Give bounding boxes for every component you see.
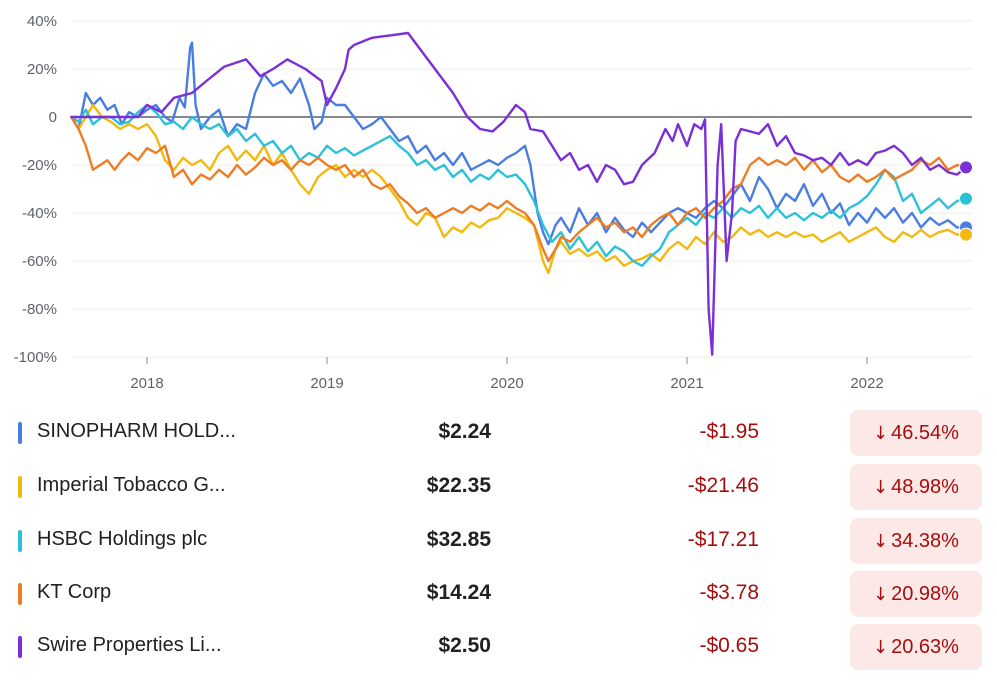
y-tick-label: 20% <box>27 61 57 78</box>
holding-percent-badge: ↓ 20.63% <box>850 624 982 670</box>
holding-name: SINOPHARM HOLD... <box>37 420 236 442</box>
holding-percent-badge: ↓ 46.54% <box>850 410 982 456</box>
series-line <box>70 31 968 356</box>
holding-percent: 46.54% <box>891 421 959 444</box>
series-color-swatch <box>18 422 22 444</box>
series-end-marker <box>959 191 973 206</box>
holding-percent-badge: ↓ 20.98% <box>850 571 982 617</box>
holding-percent: 34.38% <box>891 529 959 552</box>
arrow-down-icon: ↓ <box>873 422 889 444</box>
holding-name: HSBC Holdings plc <box>37 528 208 550</box>
holding-percent: 20.98% <box>891 582 959 605</box>
series-line <box>70 115 968 263</box>
holding-name: KT Corp <box>37 581 112 603</box>
y-tick-label: -80% <box>22 301 57 318</box>
holding-row[interactable]: Swire Properties Li... $2.50 -$0.65 ↓ 20.… <box>0 621 997 675</box>
y-tick-label: 40% <box>27 13 57 30</box>
holding-price: $32.85 <box>426 528 491 551</box>
series-end-marker <box>959 227 973 242</box>
y-tick-label: -100% <box>14 349 57 366</box>
holding-change: -$21.46 <box>687 474 759 497</box>
holding-percent-badge: ↓ 34.38% <box>850 518 982 564</box>
x-tick-label: 2022 <box>850 375 883 392</box>
arrow-down-icon: ↓ <box>873 583 889 605</box>
holding-percent: 48.98% <box>891 475 959 498</box>
y-tick-label: -20% <box>22 157 57 174</box>
holding-row[interactable]: HSBC Holdings plc $32.85 -$17.21 ↓ 34.38% <box>0 515 997 569</box>
holding-change: -$17.21 <box>687 528 759 551</box>
series-line <box>70 103 968 267</box>
y-tick-label: -60% <box>22 253 57 270</box>
series-color-swatch <box>18 583 22 605</box>
holding-price: $2.50 <box>438 634 491 657</box>
x-tick-label: 2021 <box>670 375 703 392</box>
series-color-swatch <box>18 636 22 658</box>
series-color-swatch <box>18 530 22 552</box>
holding-name: Imperial Tobacco G... <box>37 474 226 496</box>
holding-name: Swire Properties Li... <box>37 634 222 656</box>
series-line <box>70 103 968 275</box>
holding-price: $14.24 <box>426 581 491 604</box>
x-tick-label: 2019 <box>310 375 343 392</box>
holding-percent-badge: ↓ 48.98% <box>850 464 982 510</box>
holding-row[interactable]: SINOPHARM HOLD... $2.24 -$1.95 ↓ 46.54% <box>0 407 997 461</box>
holding-row[interactable]: Imperial Tobacco G... $22.35 -$21.46 ↓ 48… <box>0 461 997 515</box>
arrow-down-icon: ↓ <box>873 476 889 498</box>
performance-chart-svg: 40% 20% 0 -20% -40% -60% -80% -100% 2018 2019 2020… <box>14 13 973 392</box>
series-line <box>70 41 968 246</box>
holding-row[interactable]: KT Corp $14.24 -$3.78 ↓ 20.98% <box>0 568 997 622</box>
holding-change: -$1.95 <box>699 420 759 443</box>
series-end-marker <box>959 160 973 175</box>
arrow-down-icon: ↓ <box>873 530 889 552</box>
arrow-down-icon: ↓ <box>873 636 889 658</box>
holding-price: $22.35 <box>426 474 491 497</box>
y-tick-label: -40% <box>22 205 57 222</box>
y-tick-label: 0 <box>49 109 57 126</box>
performance-chart: 40% 20% 0 -20% -40% -60% -80% -100% 2018 2019 2020… <box>14 13 973 392</box>
holding-percent: 20.63% <box>891 635 959 658</box>
holding-price: $2.24 <box>438 420 491 443</box>
holding-change: -$3.78 <box>699 581 759 604</box>
series-color-swatch <box>18 476 22 498</box>
x-tick-label: 2020 <box>490 375 523 392</box>
holding-change: -$0.65 <box>699 634 759 657</box>
x-tick-label: 2018 <box>130 375 163 392</box>
